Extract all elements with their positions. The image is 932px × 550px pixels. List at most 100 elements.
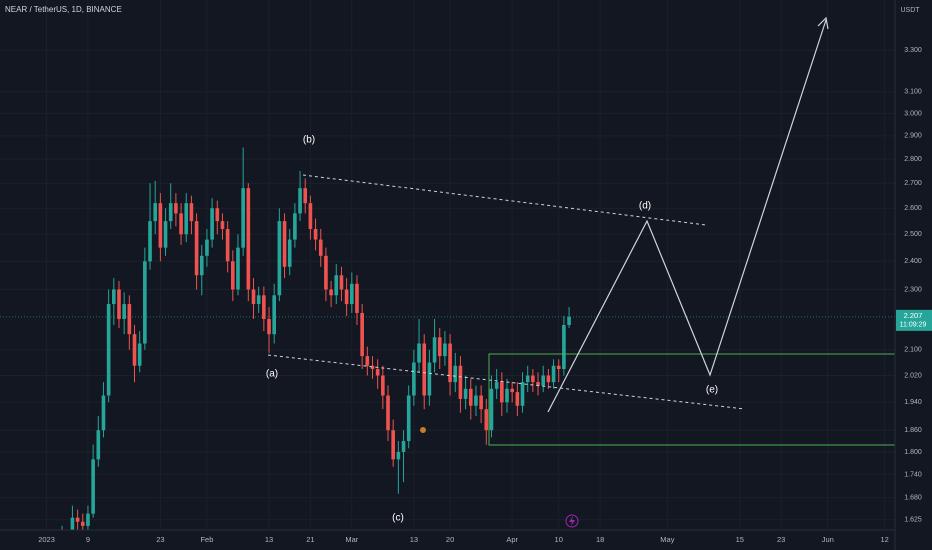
candle-body (458, 365, 463, 399)
trendline (267, 354, 746, 410)
candle-body (117, 289, 121, 319)
candle-body (463, 388, 468, 399)
candle-body (122, 304, 126, 319)
candles (61, 147, 571, 530)
candle-body (386, 395, 390, 431)
x-tick-label: Feb (200, 535, 213, 544)
x-tick-label: 15 (736, 535, 744, 544)
candle-body (546, 375, 551, 383)
candle-body (417, 343, 421, 363)
candle-body (184, 203, 189, 235)
candle-body (298, 188, 302, 214)
candle-body (500, 382, 504, 403)
candle-body (520, 382, 525, 406)
annotation: (b) (303, 135, 315, 146)
candle-body (489, 388, 494, 431)
y-tick-label: 2.800 (904, 156, 922, 163)
candle-body (427, 362, 432, 396)
candle-body (401, 440, 406, 452)
candle-body (101, 395, 106, 431)
y-tick-label: 1.680 (904, 495, 922, 502)
candle-body (556, 365, 561, 369)
candle-body (80, 521, 85, 526)
candle-body (256, 295, 261, 305)
event-bolt (569, 516, 575, 526)
candle-body (396, 451, 401, 460)
candle-body (510, 388, 514, 393)
candle-body (293, 213, 297, 240)
countdown-label: 11:09:29 (900, 322, 927, 329)
candle-body (137, 343, 142, 366)
candle-body (303, 188, 308, 204)
candle-body (153, 203, 158, 222)
candle-body (551, 365, 556, 383)
x-tick-label: Apr (506, 535, 518, 544)
candle-body (479, 395, 483, 410)
y-tick-label: 2.500 (904, 231, 922, 238)
candle-body (375, 368, 380, 376)
candle-body (262, 295, 266, 319)
candle-body (174, 203, 178, 214)
candle-body (246, 188, 251, 290)
candle-body (287, 239, 292, 267)
symbol-header: NEAR / TetherUS, 1D, BINANCE (5, 5, 122, 14)
candle-body (329, 289, 333, 296)
candle-body (282, 221, 287, 267)
candle-body (215, 208, 220, 222)
candle-body (225, 228, 230, 262)
x-tick-label: 18 (596, 535, 604, 544)
candle-body (349, 283, 354, 305)
candle-body (127, 304, 132, 335)
candle-body (391, 430, 395, 460)
candle-body (334, 275, 339, 296)
candle-body (267, 318, 271, 335)
candle-body (86, 513, 90, 526)
candle-body (355, 283, 359, 313)
candle-body (541, 375, 546, 386)
candle-body (531, 375, 535, 383)
candle-body (106, 304, 111, 396)
candle-body (412, 362, 416, 396)
candle-body (91, 459, 95, 514)
x-tick-label: 2023 (38, 535, 55, 544)
candle-body (505, 388, 509, 403)
candle-body (112, 289, 116, 305)
x-tick-label: 23 (156, 535, 164, 544)
x-tick-label: 9 (86, 535, 90, 544)
y-tick-label: 3.300 (904, 47, 922, 54)
y-tick-label: 1.940 (904, 399, 922, 406)
candle-body (360, 312, 364, 357)
candle-body (241, 188, 245, 248)
candle-body (148, 221, 152, 262)
candle-body (370, 365, 375, 369)
x-tick-label: 23 (777, 535, 785, 544)
candle-body (448, 343, 452, 383)
marker (420, 427, 426, 433)
x-tick-label: 13 (410, 535, 418, 544)
candle-body (474, 395, 478, 406)
candle-body (132, 334, 137, 366)
candle-body (70, 517, 75, 530)
annotation: (d) (639, 201, 651, 212)
candle-body (562, 325, 566, 369)
candle-body (567, 316, 571, 326)
candle-body (308, 203, 313, 229)
candle-body (381, 375, 385, 396)
candle-body (236, 247, 240, 290)
x-tick-label: Jun (822, 535, 834, 544)
candle-body (432, 337, 437, 363)
candle-body (179, 213, 183, 235)
arrowhead (817, 16, 829, 30)
y-tick-label: 1.860 (904, 427, 922, 434)
candle-body (437, 337, 442, 357)
x-tick-label: 20 (446, 535, 454, 544)
candle-body (168, 203, 173, 222)
candle-body (484, 409, 489, 431)
candle-body (468, 388, 473, 406)
candle-body (313, 228, 318, 240)
candle-body (525, 375, 530, 383)
annotation: (a) (266, 369, 278, 380)
zone (488, 353, 895, 446)
y-tick-label: 2.700 (904, 180, 922, 187)
